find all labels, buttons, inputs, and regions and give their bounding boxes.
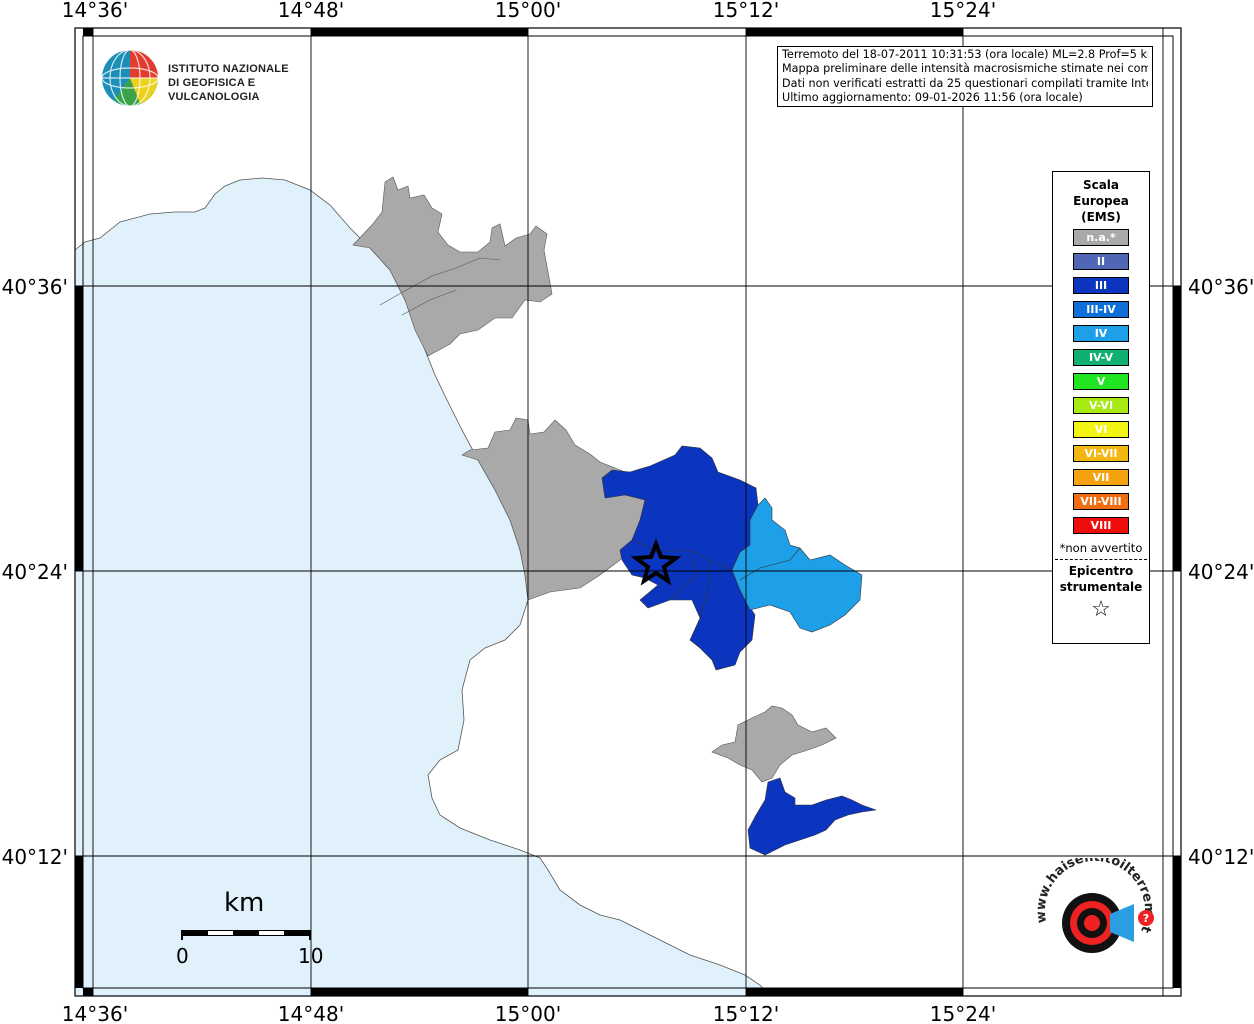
lon-ticks-bottom: 14°36' 14°48' 15°00' 15°12' 15°24': [62, 1002, 996, 1024]
legend-swatch: III: [1073, 277, 1129, 294]
scale-start: 0: [176, 944, 189, 968]
lon-tick-label: 15°00': [495, 1002, 561, 1024]
target-icon: [1062, 893, 1134, 953]
lon-tick-label: 15°24': [930, 0, 996, 22]
legend-epicenter-label: Epicentro strumentale: [1053, 563, 1149, 595]
legend-swatch: V-VI: [1073, 397, 1129, 414]
legend-swatch: n.a.*: [1073, 229, 1129, 246]
municipality-na-south: [711, 705, 837, 783]
legend-note: *non avvertito: [1059, 541, 1143, 555]
legend-title: Scala Europea (EMS): [1053, 177, 1149, 225]
lon-tick-label: 14°36': [62, 0, 128, 22]
lon-tick-label: 14°36': [62, 1002, 128, 1024]
info-line: Dati non verificati estratti da 25 quest…: [782, 76, 1148, 90]
scale-unit: km: [224, 888, 265, 918]
lat-tick-label: 40°36': [2, 275, 68, 299]
ems-legend: Scala Europea (EMS) n.a.* II III III-IV IV IV…: [1052, 171, 1150, 644]
lon-tick-label: 14°48': [278, 0, 344, 22]
lon-tick-label: 14°48': [278, 1002, 344, 1024]
frame-scale-bars: [75, 28, 1181, 996]
lat-tick-label: 40°12': [1188, 845, 1254, 869]
lat-ticks-right: 40°36' 40°24' 40°12': [1188, 275, 1254, 869]
municipality-iii-borders: [631, 539, 733, 619]
lon-tick-label: 15°12': [713, 0, 779, 22]
ingv-logo: ISTITUTO NAZIONALE DI GEOFISICA E VULCAN…: [100, 48, 320, 110]
info-line: Terremoto del 18-07-2011 10:31:53 (ora l…: [782, 48, 1148, 61]
legend-epi-line: Epicentro: [1068, 564, 1134, 578]
municipality-iv: [731, 497, 863, 633]
scale-bar: [181, 930, 311, 940]
lon-tick-label: 15°24': [930, 1002, 996, 1024]
municipality-iv-border: [739, 547, 801, 581]
legend-swatch: VIII: [1073, 517, 1129, 534]
legend-title-line: Scala: [1082, 178, 1120, 192]
graticule: [75, 28, 1181, 996]
globe-icon: [101, 49, 159, 107]
lon-ticks-top: 14°36' 14°48' 15°00' 15°12' 15°24': [62, 0, 996, 22]
legend-swatch: VII-VIII: [1073, 493, 1129, 510]
info-line: Ultimo aggiornamento: 09-01-2026 11:56 (…: [782, 91, 1083, 105]
legend-swatch: VII: [1073, 469, 1129, 486]
lat-tick-label: 40°24': [2, 560, 68, 584]
municipality-na-north-border: [379, 257, 501, 316]
info-line: Mappa preliminare delle intensità macros…: [782, 62, 1148, 76]
svg-text:?: ?: [1143, 912, 1149, 925]
scale-end: 10: [298, 944, 324, 968]
lon-tick-label: 15°00': [495, 0, 561, 22]
logo-line1: ISTITUTO NAZIONALE: [168, 63, 289, 75]
legend-separator: [1055, 559, 1147, 560]
legend-swatch: IV-V: [1073, 349, 1129, 366]
lat-tick-label: 40°12': [2, 845, 68, 869]
legend-swatch: VI: [1073, 421, 1129, 438]
haisentito-badge: www.haisentitoilterremoto.it ?: [1030, 858, 1156, 953]
municipality-na-north: [352, 176, 553, 357]
star-icon: ☆: [1091, 597, 1111, 622]
legend-swatch: IV: [1073, 325, 1129, 342]
logo-line2: DI GEOFISICA E VULCANOLOGIA: [168, 77, 260, 103]
legend-swatch: VI-VII: [1073, 445, 1129, 462]
legend-swatch: II: [1073, 253, 1129, 270]
legend-epi-line: strumentale: [1059, 580, 1143, 594]
municipality-iii-south: [747, 777, 877, 856]
lon-tick-label: 15°12': [713, 1002, 779, 1024]
legend-items: n.a.* II III III-IV IV IV-V V V-VI VI VI-VII VII VI…: [1053, 229, 1149, 534]
legend-swatch: V: [1073, 373, 1129, 390]
municipality-iii-main: [601, 445, 759, 671]
event-info-box: Terremoto del 18-07-2011 10:31:53 (ora l…: [777, 46, 1153, 107]
lat-tick-label: 40°24': [1188, 560, 1254, 584]
legend-swatch: III-IV: [1073, 301, 1129, 318]
lat-tick-label: 40°36': [1188, 275, 1254, 299]
legend-title-line: (EMS): [1081, 210, 1121, 224]
legend-title-line: Europea: [1073, 194, 1129, 208]
star-icon: [630, 538, 682, 586]
lat-ticks-left: 40°36' 40°24' 40°12': [2, 275, 68, 869]
